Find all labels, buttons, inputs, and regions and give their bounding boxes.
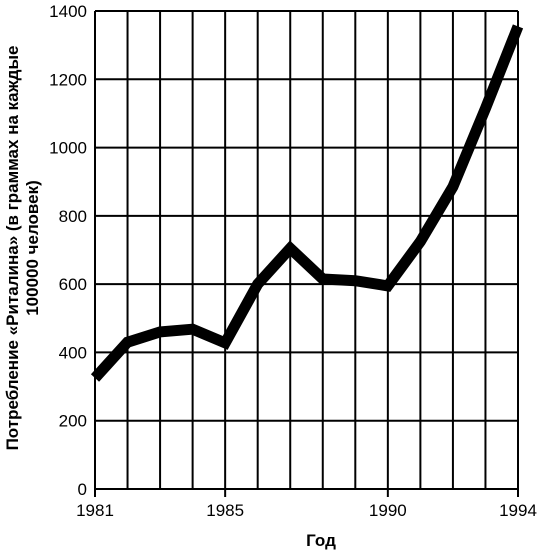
y-axis-title-line-1: Потребление «Риталина» (в граммах на каж… xyxy=(3,46,22,451)
series-line xyxy=(90,24,524,382)
y-tick-label: 800 xyxy=(59,207,87,226)
x-tick-label: 1985 xyxy=(206,501,244,520)
x-tick-label: 1994 xyxy=(499,501,537,520)
series-layer xyxy=(90,24,524,382)
x-tick-label: 1981 xyxy=(76,501,114,520)
y-tick-label: 200 xyxy=(59,412,87,431)
y-axis: 0 200 400 600 800 1000 1200 1400 xyxy=(49,2,87,499)
x-axis-title: Год xyxy=(306,531,336,550)
y-axis-title-line-2: 100000 человек) xyxy=(23,180,42,316)
x-tick-label: 1990 xyxy=(369,501,407,520)
x-axis: 1981 1985 1990 1994 xyxy=(76,489,537,520)
y-tick-label: 600 xyxy=(59,275,87,294)
grid xyxy=(94,10,519,490)
y-tick-label: 1200 xyxy=(49,70,87,89)
y-axis-title: Потребление «Риталина» (в граммах на каж… xyxy=(3,46,42,451)
y-tick-label: 1400 xyxy=(49,2,87,21)
y-tick-label: 1000 xyxy=(49,139,87,158)
y-tick-label: 0 xyxy=(78,480,87,499)
y-tick-label: 400 xyxy=(59,343,87,362)
